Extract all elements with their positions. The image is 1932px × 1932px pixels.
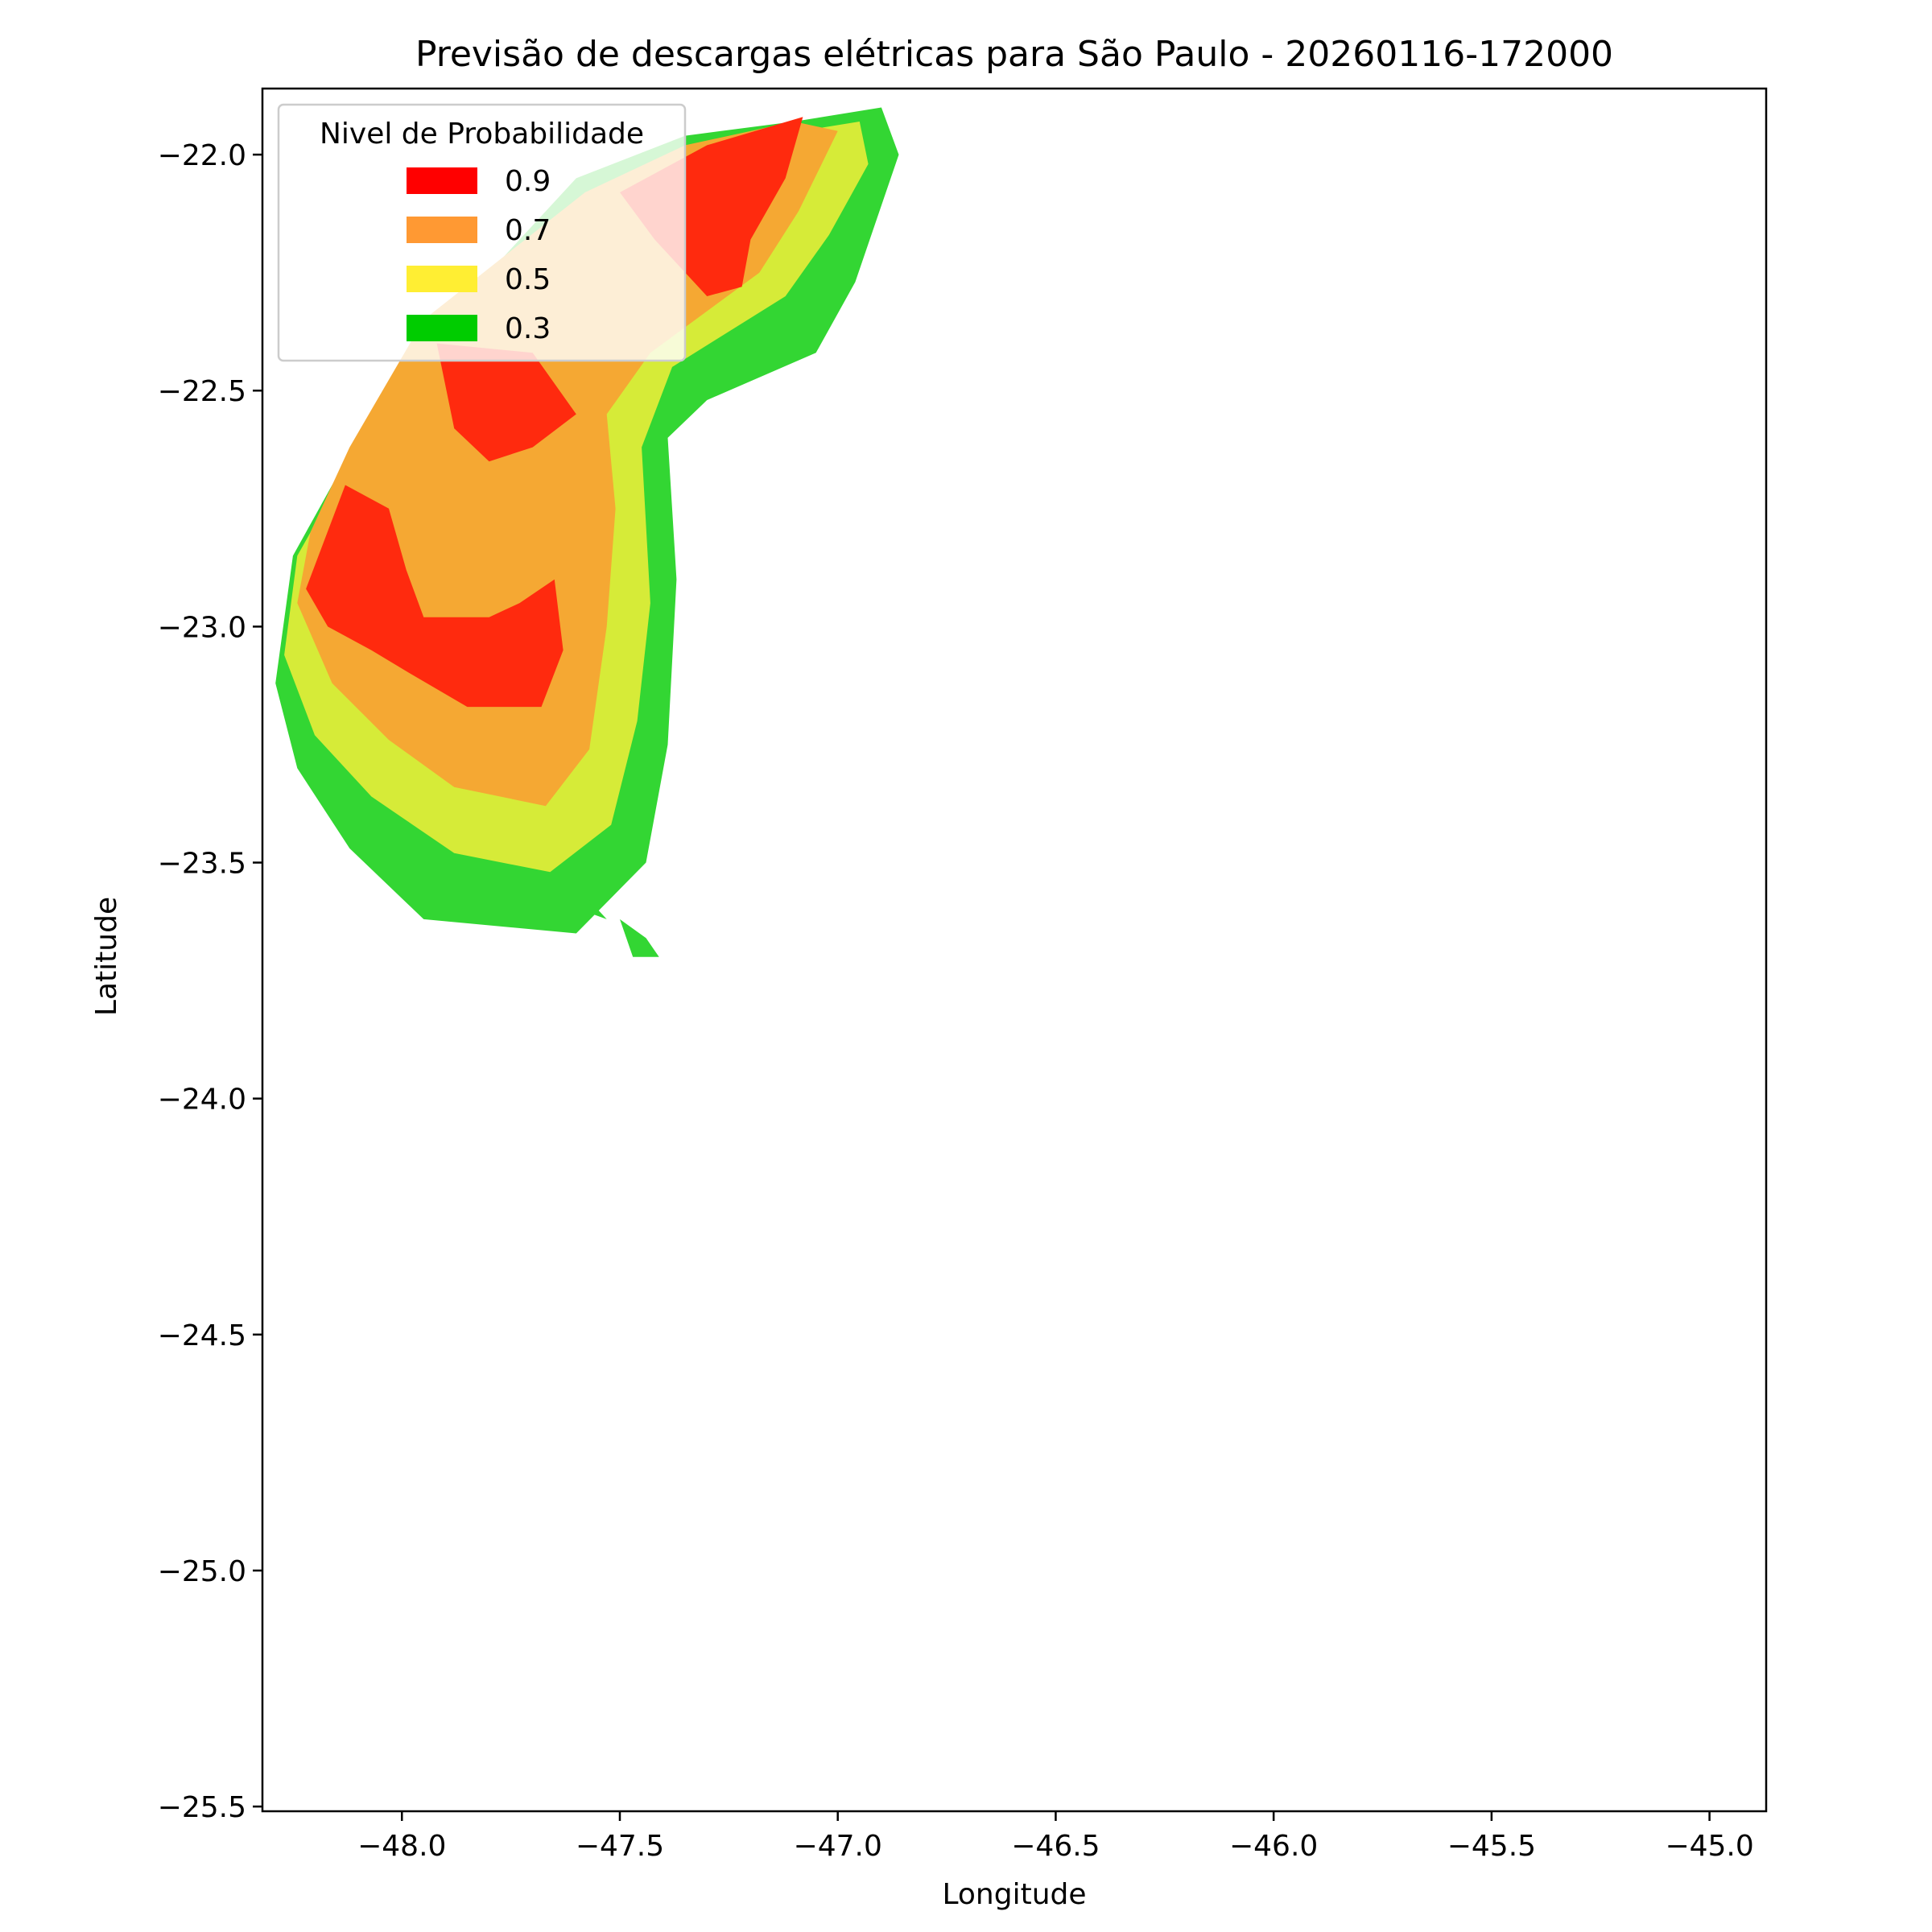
plot-frame bbox=[261, 87, 1768, 1813]
legend-label-07: 0.7 bbox=[505, 214, 551, 247]
legend-label-03: 0.3 bbox=[505, 312, 551, 345]
x-tick-label: −47.5 bbox=[576, 1830, 664, 1863]
y-tick-label: −22.0 bbox=[158, 139, 246, 172]
legend-label-05: 0.5 bbox=[505, 263, 551, 296]
legend-swatch-05 bbox=[407, 266, 477, 292]
contour-region-09-1 bbox=[436, 343, 576, 462]
y-tick-label: −24.5 bbox=[158, 1319, 246, 1352]
y-axis-title: Latitude bbox=[90, 897, 123, 1016]
chart-title: Previsão de descargas elétricas para São… bbox=[415, 34, 1613, 75]
legend-title: Nivel de Probabilidade bbox=[320, 118, 644, 151]
legend-box bbox=[277, 103, 687, 362]
contour-region-09-0 bbox=[306, 485, 564, 708]
contour-region-03-1 bbox=[589, 900, 607, 919]
y-tick-label: −23.5 bbox=[158, 848, 246, 881]
legend: Nivel de Probabilidade 0.9 0.7 0.5 0.3 bbox=[277, 103, 687, 362]
x-tick-label: −47.0 bbox=[794, 1830, 882, 1863]
y-tick-label: −25.0 bbox=[158, 1555, 246, 1588]
contour-region-09-2 bbox=[620, 117, 803, 296]
legend-swatch-07 bbox=[407, 217, 477, 243]
y-tick-label: −24.0 bbox=[158, 1084, 246, 1117]
legend-label-09: 0.9 bbox=[505, 165, 551, 198]
legend-swatch-03 bbox=[407, 315, 477, 341]
x-tick-label: −48.0 bbox=[357, 1830, 446, 1863]
x-tick-label: −45.5 bbox=[1447, 1830, 1536, 1863]
x-tick-label: −45.0 bbox=[1665, 1830, 1753, 1863]
contour-layer bbox=[275, 107, 899, 957]
y-tick-label: −22.5 bbox=[158, 375, 246, 408]
contour-region-03-2 bbox=[620, 919, 659, 957]
y-tick-label: −25.5 bbox=[158, 1791, 246, 1824]
x-tick-label: −46.0 bbox=[1229, 1830, 1318, 1863]
axes-layer: −48.0 −47.5 −47.0 −46.5 −46.0 −45.5 −45.0 −22.0… bbox=[158, 87, 1768, 1863]
x-axis-title: Longitude bbox=[942, 1878, 1086, 1911]
legend-swatch-09 bbox=[407, 167, 477, 194]
y-tick-label: −23.0 bbox=[158, 611, 246, 644]
x-tick-label: −46.5 bbox=[1011, 1830, 1100, 1863]
